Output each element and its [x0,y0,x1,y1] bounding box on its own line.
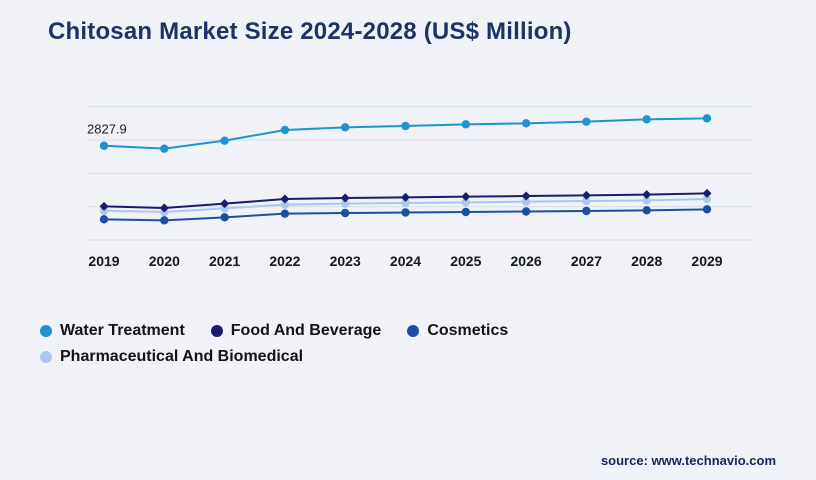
data-point-diamond [702,188,712,198]
legend: Water Treatment Food And Beverage Cosmetic… [40,322,660,366]
x-axis-label: 2025 [450,253,481,269]
data-point [401,121,410,131]
data-point [280,125,290,135]
legend-item-label: Food And Beverage [230,322,382,339]
legend-item-food-and-beverage: Food And Beverage [210,322,382,340]
line-chart: 2019 2020 2021 2022 2023 2024 2025 2026 2027 2028… [87,106,752,269]
data-point [461,207,470,217]
legend-dot-icon [210,325,223,337]
data-point [341,123,350,132]
chart-title: Chitosan Market Size 2024-2028 (US$ Mill… [48,18,572,45]
x-axis-label: 2020 [149,253,180,269]
annotation-label: 2827.9 [87,122,127,137]
data-point [702,205,712,214]
x-axis-label: 2023 [330,253,361,269]
data-point-diamond [581,190,591,200]
data-point [582,206,591,216]
data-point [220,213,229,222]
data-point [280,209,290,218]
data-point-diamond [642,190,652,200]
data-point [341,199,350,208]
data-point-diamond [159,203,169,213]
data-point-diamond [220,199,230,209]
x-axis-label: 2019 [88,253,119,269]
legend-item-water-treatment: Water Treatment [40,322,185,340]
data-point [401,208,410,217]
data-point [160,144,169,153]
data-point [461,120,470,129]
data-point [220,204,229,213]
legend-item-label: Cosmetics [427,322,509,339]
data-point [461,198,470,207]
data-point [702,114,712,123]
data-point [582,196,591,206]
data-point [642,206,651,215]
data-point [160,216,169,225]
data-point [99,215,109,224]
data-point [99,141,109,150]
legend-dot-icon [40,351,52,363]
x-axis-label: 2026 [511,253,542,269]
legend-item-cosmetics: Cosmetics [407,322,508,340]
data-point-diamond [401,192,410,202]
data-point-diamond [340,193,350,203]
x-axis-label: 2029 [691,253,722,269]
data-point-diamond [99,201,109,211]
data-point [521,207,531,216]
x-axis-label: 2028 [631,253,662,269]
x-axis-label: 2024 [390,253,421,269]
data-point [401,198,410,208]
legend-dot-icon [407,325,420,337]
data-point [642,115,651,124]
data-point [582,117,591,126]
data-point [521,197,531,206]
legend-item-label: Pharmaceutical And Biomedical [60,348,304,365]
data-point-diamond [521,191,531,201]
data-point [521,119,531,128]
legend-item-pharmaceutical-and-biomedical: Pharmaceutical And Biomedical [40,348,303,366]
legend-item-label: Water Treatment [60,322,185,339]
x-axis-label: 2021 [209,253,240,269]
data-point [702,194,712,204]
data-point-diamond [280,194,290,204]
x-axis-label: 2022 [269,253,300,269]
x-axis-label: 2027 [571,253,602,269]
data-point [220,136,229,145]
source-text: source: www.technavio.com [600,453,776,468]
legend-dot-icon [40,325,52,337]
data-point-diamond [461,192,471,202]
data-point [642,196,651,205]
data-point [341,208,350,218]
data-point [280,200,290,209]
